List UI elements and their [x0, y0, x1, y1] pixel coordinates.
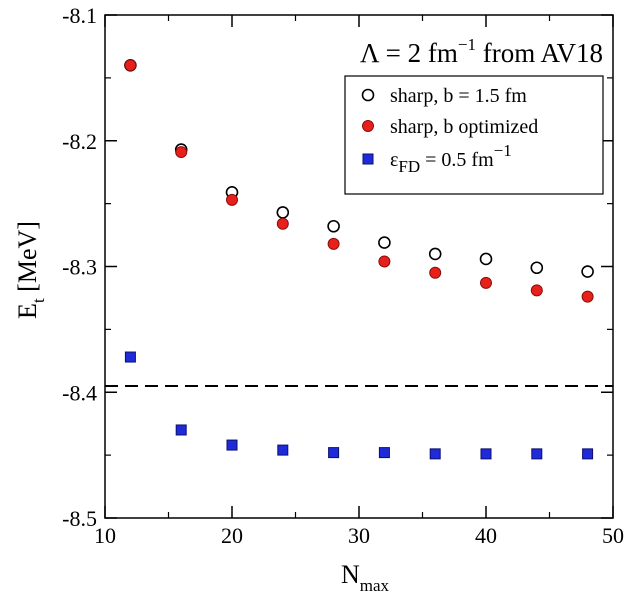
y-tick-label: -8.5: [62, 506, 97, 531]
data-point-filled-circle: [530, 284, 543, 297]
axis-ticks: 10 20 30 40 50 -8.5 -8.4 -8.3 -8.2 -8.1: [62, 3, 624, 548]
legend-item-sharp-b-opt: sharp, b optimized: [362, 116, 538, 138]
y-tick-label: -8.4: [62, 380, 97, 405]
data-point-filled-circle: [276, 217, 289, 230]
legend-box: [344, 75, 604, 195]
legend-label: sharp, b = 1.5 fm: [390, 85, 527, 107]
chart-annotation: Λ = 2 fm−1 from AV18: [360, 35, 603, 68]
y-tick-label: -8.1: [62, 3, 97, 28]
legend-marker-open-circle: [361, 88, 375, 102]
legend-label: εFD = 0.5 fm−1: [390, 141, 512, 176]
legend-label: sharp, b optimized: [390, 116, 538, 138]
data-marks: [124, 59, 594, 460]
data-point-filled-circle: [581, 290, 594, 303]
data-point-filled-square: [429, 448, 441, 460]
data-point-filled-square: [480, 448, 492, 460]
legend-item-sharp-b15: sharp, b = 1.5 fm: [361, 85, 527, 107]
data-point-filled-square: [378, 447, 390, 459]
data-point-filled-circle: [175, 146, 188, 159]
data-point-filled-square: [531, 448, 543, 460]
x-axis-title: Nmax: [341, 560, 390, 592]
legend-marker-filled-circle: [362, 120, 374, 132]
data-point-filled-square: [175, 424, 187, 436]
data-point-filled-circle: [327, 237, 340, 250]
data-point-filled-circle: [378, 255, 391, 268]
data-point-filled-square: [277, 444, 289, 456]
x-tick-label: 50: [602, 523, 624, 548]
data-point-filled-circle: [124, 59, 137, 72]
data-point-open-circle: [581, 265, 594, 278]
x-tick-label: 30: [348, 523, 370, 548]
y-axis-title: Et [MeV]: [13, 221, 48, 319]
data-point-filled-square: [328, 447, 340, 459]
y-tick-label: -8.2: [62, 129, 97, 154]
x-tick-label: 10: [94, 523, 116, 548]
data-point-open-circle: [530, 261, 544, 275]
legend-item-epsilon-fd: εFD = 0.5 fm−1: [362, 141, 512, 176]
data-point-open-circle: [378, 236, 391, 249]
data-point-open-circle: [276, 206, 290, 219]
data-point-filled-square: [124, 351, 136, 363]
x-tick-label: 20: [221, 523, 243, 548]
data-point-open-circle: [327, 219, 340, 233]
data-point-filled-circle: [480, 276, 492, 289]
data-point-filled-circle: [429, 266, 442, 279]
data-point-filled-circle: [226, 193, 238, 206]
legend-marker-filled-square: [362, 153, 374, 165]
y-tick-label: -8.3: [62, 255, 97, 280]
data-point-open-circle: [479, 252, 493, 266]
data-point-filled-square: [582, 448, 594, 460]
legend: sharp, b = 1.5 fm sharp, b optimized εFD…: [344, 75, 604, 195]
data-point-filled-square: [226, 439, 238, 451]
x-tick-label: 40: [475, 523, 497, 548]
data-point-open-circle: [428, 247, 442, 261]
